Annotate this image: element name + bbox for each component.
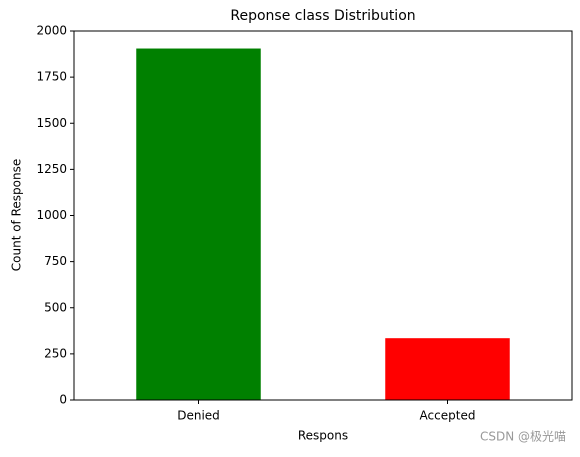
y-axis-label: Count of Response (10, 159, 24, 271)
x-axis-label: Respons (298, 429, 348, 443)
y-tick-label: 250 (44, 346, 67, 360)
plot-frame (73, 30, 573, 401)
y-tick-label: 500 (44, 300, 67, 314)
y-tick-label: 750 (44, 254, 67, 268)
y-tick-label: 1750 (36, 70, 67, 84)
y-tick-label: 2000 (36, 24, 67, 38)
y-tick-label: 1000 (36, 208, 67, 222)
y-tick-label: 1500 (36, 116, 67, 130)
chart-title: Reponse class Distribution (230, 8, 415, 24)
y-tick-label: 1250 (36, 162, 67, 176)
x-tick-label: Accepted (420, 409, 476, 423)
bar (136, 48, 261, 401)
bar (385, 338, 510, 400)
watermark: CSDN @极光喵 (480, 430, 566, 444)
y-tick-label: 0 (59, 393, 67, 407)
x-tick-label: Denied (177, 409, 220, 423)
